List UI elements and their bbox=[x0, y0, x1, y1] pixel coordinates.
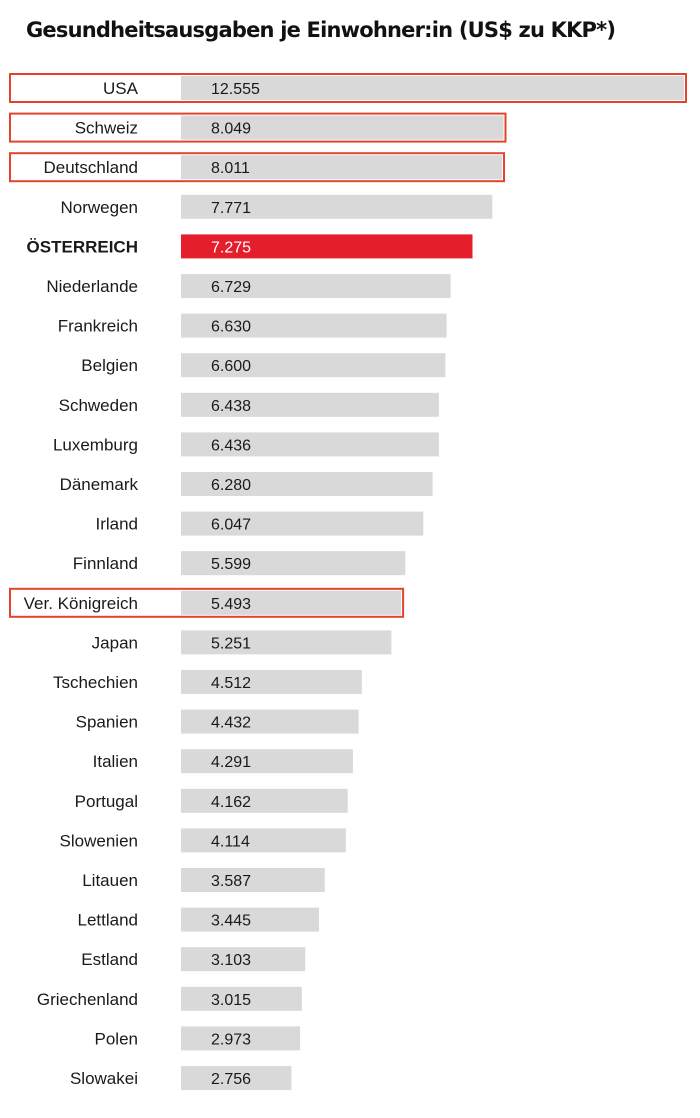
bar-polen bbox=[181, 1026, 301, 1051]
value-label-portugal: 4.162 bbox=[211, 794, 251, 811]
bar-italien bbox=[181, 749, 353, 774]
bar-litauen bbox=[181, 868, 325, 892]
bar-irland bbox=[181, 511, 424, 536]
value-label-ver-koenigreich: 5.493 bbox=[211, 596, 251, 613]
category-label-belgien: Belgien bbox=[81, 356, 138, 375]
bar-estland bbox=[181, 947, 306, 972]
highlight-outline-schweiz bbox=[9, 112, 507, 143]
category-label-schweiz: Schweiz bbox=[75, 119, 138, 138]
value-label-griechenland: 3.015 bbox=[211, 992, 251, 1009]
chart-title: Gesundheitsausgaben je Einwohner:in (US$… bbox=[26, 18, 616, 42]
category-label-norwegen: Norwegen bbox=[61, 198, 139, 217]
value-label-japan: 5.251 bbox=[211, 635, 251, 652]
value-label-belgien: 6.600 bbox=[211, 358, 251, 375]
bar-slowenien bbox=[181, 828, 346, 853]
category-label-irland: Irland bbox=[95, 515, 138, 534]
value-label-luxemburg: 6.436 bbox=[211, 437, 251, 454]
value-label-tschechien: 4.512 bbox=[211, 675, 251, 692]
category-label-niederlande: Niederlande bbox=[46, 277, 138, 296]
outline-layer bbox=[9, 73, 687, 618]
bar-schweden bbox=[181, 392, 439, 417]
bar-niederlande bbox=[181, 274, 451, 298]
category-label-polen: Polen bbox=[95, 1029, 138, 1048]
category-label-griechenland: Griechenland bbox=[37, 990, 138, 1009]
category-label-slowakei: Slowakei bbox=[70, 1069, 138, 1088]
category-label-portugal: Portugal bbox=[75, 792, 138, 811]
value-label-frankreich: 6.630 bbox=[211, 319, 251, 336]
category-label-luxemburg: Luxemburg bbox=[53, 435, 138, 454]
value-label-lettland: 3.445 bbox=[211, 913, 251, 930]
bar-spanien bbox=[181, 709, 359, 734]
value-label-niederlande: 6.729 bbox=[211, 279, 251, 296]
highlight-outline-deutschland bbox=[9, 152, 505, 183]
bar-japan bbox=[181, 630, 392, 655]
category-label-japan: Japan bbox=[92, 633, 138, 652]
bar-slowakei bbox=[181, 1066, 292, 1090]
value-label-schweden: 6.438 bbox=[211, 398, 251, 415]
category-label-daenemark: Dänemark bbox=[60, 475, 139, 494]
value-labels-layer: 12.555 8.049 8.011 7.771 7.275 6.729 6.630 6.60… bbox=[211, 81, 260, 1088]
bar-lettland bbox=[181, 907, 319, 932]
value-label-usa: 12.555 bbox=[211, 81, 260, 98]
bars-layer bbox=[181, 76, 684, 1090]
category-label-usa: USA bbox=[103, 79, 139, 98]
category-label-litauen: Litauen bbox=[82, 871, 138, 890]
bar-schweiz bbox=[181, 115, 504, 140]
category-label-slowenien: Slowenien bbox=[60, 831, 138, 850]
category-label-italien: Italien bbox=[93, 752, 138, 771]
category-label-oesterreich: ÖSTERREICH bbox=[27, 237, 138, 256]
category-label-spanien: Spanien bbox=[76, 713, 138, 732]
value-label-schweiz: 8.049 bbox=[211, 121, 251, 138]
value-label-spanien: 4.432 bbox=[211, 715, 251, 732]
value-label-daenemark: 6.280 bbox=[211, 477, 251, 494]
value-label-irland: 6.047 bbox=[211, 517, 251, 534]
category-labels-layer: USA Schweiz Deutschland Norwegen ÖSTERREICH N… bbox=[24, 79, 139, 1088]
bar-tschechien bbox=[181, 670, 362, 694]
category-label-schweden: Schweden bbox=[59, 396, 138, 415]
bar-usa bbox=[181, 76, 684, 100]
bar-luxemburg bbox=[181, 432, 439, 457]
bar-portugal bbox=[181, 788, 348, 813]
category-label-estland: Estland bbox=[81, 950, 138, 969]
value-label-slowakei: 2.756 bbox=[211, 1071, 251, 1088]
bar-deutschland bbox=[181, 155, 502, 180]
value-label-italien: 4.291 bbox=[211, 754, 251, 771]
value-label-norwegen: 7.771 bbox=[211, 200, 251, 217]
bar-daenemark bbox=[181, 472, 433, 496]
value-label-estland: 3.103 bbox=[211, 952, 251, 969]
value-label-polen: 2.973 bbox=[211, 1031, 251, 1048]
highlight-outline-usa bbox=[9, 73, 687, 103]
highlight-outline-ver-koenigreich bbox=[9, 587, 405, 618]
category-label-frankreich: Frankreich bbox=[58, 317, 138, 336]
bar-norwegen bbox=[181, 194, 493, 219]
bar-ver-koenigreich bbox=[181, 590, 402, 615]
category-label-deutschland: Deutschland bbox=[43, 158, 138, 177]
value-label-deutschland: 8.011 bbox=[211, 160, 250, 177]
value-label-litauen: 3.587 bbox=[211, 873, 251, 890]
category-label-lettland: Lettland bbox=[78, 911, 139, 930]
value-label-oesterreich: 7.275 bbox=[211, 239, 251, 256]
bar-oesterreich bbox=[181, 234, 473, 259]
bar-belgien bbox=[181, 353, 446, 378]
category-label-ver-koenigreich: Ver. Königreich bbox=[24, 594, 138, 613]
value-label-slowenien: 4.114 bbox=[211, 833, 250, 850]
bar-frankreich bbox=[181, 313, 447, 338]
category-label-finnland: Finnland bbox=[73, 554, 138, 573]
category-label-tschechien: Tschechien bbox=[53, 673, 138, 692]
bar-griechenland bbox=[181, 986, 302, 1011]
bar-finnland bbox=[181, 551, 406, 576]
value-label-finnland: 5.599 bbox=[211, 556, 251, 573]
